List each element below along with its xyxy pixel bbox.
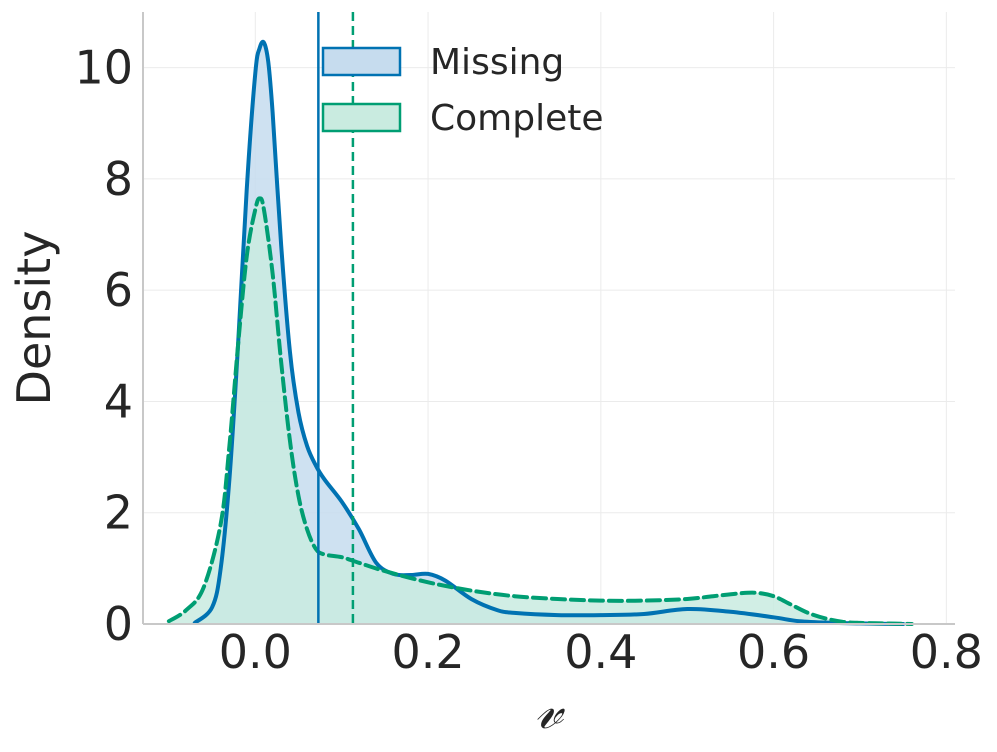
y-tick-label: 2 [104,486,133,540]
complete-area [168,198,912,625]
x-tick-label: 0.0 [219,625,292,679]
y-tick-label: 8 [104,152,133,206]
y-axis-title: Density [7,231,61,406]
missing-density-line [192,39,906,626]
x-tick-label: 0.6 [737,625,810,679]
y-tick-label: 0 [104,597,133,651]
x-tick-label: 0.8 [910,625,983,679]
y-tick-labels: 0 2 4 6 8 10 [74,41,133,651]
y-tick-label: 10 [74,41,133,95]
y-tick-label: 6 [104,263,133,317]
density-areas [168,41,912,625]
x-tick-label: 0.4 [564,625,637,679]
y-tick-label: 4 [104,374,133,428]
legend: Missing Complete [321,42,604,139]
legend-label-complete: Complete [430,98,604,139]
complete-density-line [166,196,914,626]
legend-swatch-complete [321,102,402,133]
legend-label-missing: Missing [430,42,564,83]
x-tick-label: 0.2 [391,625,464,679]
x-tick-labels: 0.0 0.2 0.4 0.6 0.8 [219,625,983,679]
x-axis-title: 𝓋 [535,677,566,742]
density-lines [166,39,914,626]
legend-swatch-missing [321,46,402,77]
axes [142,12,955,625]
